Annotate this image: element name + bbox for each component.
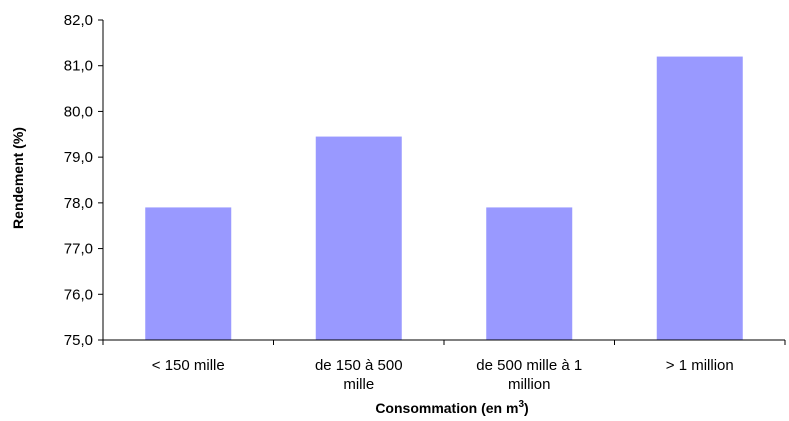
x-category-labels: < 150 mille de 150 à 500 mille de 500 mille… xyxy=(152,357,734,393)
y-axis-title: Rendement (%) xyxy=(10,127,26,229)
y-tick-label: 82,0 xyxy=(64,12,93,29)
y-tick-label: 81,0 xyxy=(64,58,93,75)
y-tick-labels: 75,0 76,0 77,0 78,0 79,0 80,0 81,0 82,0 xyxy=(64,12,93,349)
y-tick-label: 79,0 xyxy=(64,149,93,166)
x-axis-title-text: Consommation (en m xyxy=(375,400,518,416)
x-axis-title-sup: 3 xyxy=(518,399,524,410)
y-tick-label: 77,0 xyxy=(64,241,93,258)
x-category-label: < 150 mille xyxy=(152,357,225,374)
x-category-label: > 1 million xyxy=(666,357,734,374)
x-axis-title-close: ) xyxy=(524,400,529,416)
bar-2 xyxy=(315,136,402,340)
y-tick-label: 80,0 xyxy=(64,103,93,120)
bars-group xyxy=(145,56,743,340)
x-category-label: de 150 à 500 mille xyxy=(315,357,403,393)
bar-1 xyxy=(145,207,232,340)
x-category-label: de 500 mille à 1 million xyxy=(476,357,582,393)
y-tick-label: 76,0 xyxy=(64,286,93,303)
bar-4 xyxy=(656,56,743,340)
y-tick-label: 75,0 xyxy=(64,332,93,349)
axes-group xyxy=(98,19,786,345)
bar-3 xyxy=(486,207,573,340)
x-axis-title: Consommation (en m3) xyxy=(375,399,528,416)
y-tick-label: 78,0 xyxy=(64,195,93,212)
